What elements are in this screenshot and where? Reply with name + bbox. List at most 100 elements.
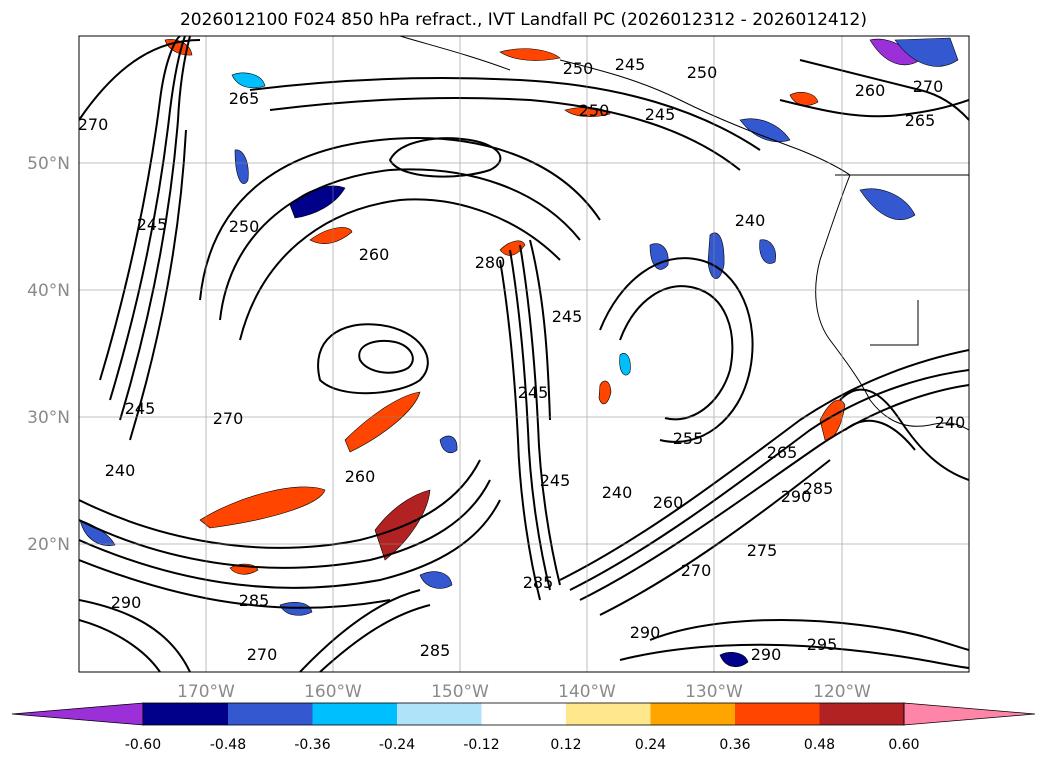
contour-line <box>519 244 561 586</box>
map-title: 2026012100 F024 850 hPa refract., IVT La… <box>179 10 867 30</box>
colorbar-tick-label: -0.12 <box>463 737 499 753</box>
contour-line <box>649 619 969 651</box>
lon-label: 170°W <box>177 682 235 702</box>
patch-orange-2 <box>344 391 421 453</box>
patch-blue-3 <box>707 232 725 279</box>
colorbar-tick-label: 0.24 <box>635 737 666 753</box>
contour-line <box>79 39 201 121</box>
contour-label: 295 <box>807 635 838 654</box>
lat-label: 50°N <box>27 154 70 174</box>
contour-label: 245 <box>552 307 583 326</box>
patch-blue-6 <box>234 149 249 185</box>
patch-orange-5 <box>309 227 353 244</box>
colorbar-tick-label: -0.48 <box>210 737 246 753</box>
contour-label: 245 <box>645 105 676 124</box>
lon-label: 120°W <box>813 682 871 702</box>
patch-blue-10 <box>859 188 916 220</box>
map-frame-border <box>78 35 970 673</box>
contour-line <box>509 249 551 591</box>
contour-label: 290 <box>111 593 142 612</box>
contour-line <box>79 559 391 609</box>
contour-line <box>239 198 561 341</box>
patch-blue-15 <box>739 118 791 143</box>
contour-label: 240 <box>935 413 966 432</box>
contour-lines <box>79 36 969 672</box>
contour-line <box>579 384 969 601</box>
contour-line <box>619 643 969 669</box>
contour-line <box>119 36 191 421</box>
colorbar-ticks: -0.60 -0.48 -0.36 -0.24 -0.12 0.12 0.24 … <box>125 737 920 753</box>
colorbar-left-extension <box>11 702 144 726</box>
patch-blue-8 <box>279 602 313 616</box>
lon-label: 160°W <box>304 682 362 702</box>
contour-label: 265 <box>905 111 936 130</box>
contour-label: 285 <box>239 591 270 610</box>
coastlines-borders <box>399 36 969 431</box>
contour-label: 260 <box>345 467 376 486</box>
contour-label: 265 <box>767 443 798 462</box>
contour-label: 290 <box>630 623 661 642</box>
contour-label: 275 <box>747 541 778 560</box>
contour-line <box>799 59 969 121</box>
lon-label: 130°W <box>685 682 743 702</box>
patch-blue-12 <box>619 353 631 376</box>
coastline-alaska-2 <box>399 36 511 71</box>
colorbar-tick-label: -0.60 <box>125 737 161 753</box>
contour-line <box>388 137 502 178</box>
contour-label: 250 <box>579 101 610 120</box>
contour-label: 285 <box>523 573 554 592</box>
colorbar-tick-label: 0.60 <box>888 737 919 753</box>
contour-line <box>599 459 831 616</box>
coastline-alaska <box>559 59 851 176</box>
lat-label: 30°N <box>27 408 70 428</box>
contour-line <box>79 599 191 672</box>
colorbar-segment <box>819 703 904 725</box>
contour-line <box>199 137 601 301</box>
contour-line <box>249 77 761 151</box>
contour-label: 245 <box>518 383 549 402</box>
patch-blue-2 <box>649 243 669 270</box>
contour-line <box>619 285 734 421</box>
contour-line <box>779 99 969 118</box>
contour-label: 245 <box>137 215 168 234</box>
contour-line <box>219 168 581 321</box>
gridlines <box>79 36 969 672</box>
colorbar-segment <box>481 703 566 725</box>
contour-label: 290 <box>751 645 782 664</box>
colorbar-outline <box>142 702 905 726</box>
contour-label: 245 <box>540 471 571 490</box>
patch-orange-4 <box>499 48 561 61</box>
colorbar-right-extension <box>903 702 1036 726</box>
colorbar-tick-label: -0.24 <box>379 737 415 753</box>
contour-line <box>844 419 916 451</box>
contour-label: 285 <box>420 641 451 660</box>
patch-orange-3 <box>374 489 431 561</box>
contour-line <box>129 129 187 441</box>
contour-label: 290 <box>781 487 812 506</box>
contour-label: 245 <box>125 399 156 418</box>
colorbar-tick-label: 0.12 <box>550 737 581 753</box>
contour-line <box>569 369 969 591</box>
contour-line <box>79 619 161 672</box>
colorbar-segment <box>735 703 820 725</box>
contour-line <box>358 340 414 374</box>
contour-label: 270 <box>247 645 278 664</box>
contour-line <box>299 589 421 672</box>
patch-blue-9 <box>719 652 749 668</box>
coastline-north-america <box>815 174 969 431</box>
contour-label: 250 <box>687 63 718 82</box>
colorbar-segment <box>312 703 397 725</box>
latitude-labels: 50°N 40°N 30°N 20°N <box>27 154 70 555</box>
contour-label: 285 <box>803 479 834 498</box>
contour-line <box>559 349 969 581</box>
contour-label: 270 <box>681 561 712 580</box>
lat-label: 20°N <box>27 535 70 555</box>
contour-line <box>317 323 429 395</box>
contour-label: 270 <box>213 409 244 428</box>
contour-label: 260 <box>359 245 390 264</box>
contour-label: 270 <box>78 115 109 134</box>
patch-blue-16 <box>231 72 266 89</box>
patch-blue-5 <box>894 37 959 67</box>
map-frame-background <box>79 36 969 672</box>
lon-label: 150°W <box>431 682 489 702</box>
